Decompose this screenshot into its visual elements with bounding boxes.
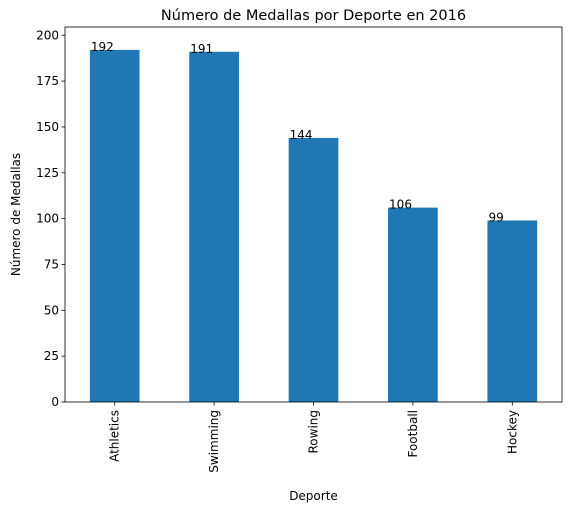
chart-title: Número de Medallas por Deporte en 2016 [161,8,466,24]
y-tick-label: 0 [51,395,59,409]
x-tick-label-rowing: Rowing [307,410,321,454]
bar-athletics [89,49,140,403]
y-tick-label: 125 [36,166,59,180]
y-tick-label: 200 [36,28,59,42]
bar-hockey [487,220,538,402]
bar-rowing [288,137,339,402]
y-tick-label: 175 [36,74,59,88]
x-tick-label-swimming: Swimming [207,410,221,473]
x-tick-label-football: Football [406,410,420,458]
data-label-hockey: 99 [488,210,503,224]
data-label-rowing: 144 [290,128,313,142]
data-labels: 192 191 144 106 99 [91,40,504,225]
bar-football [388,207,438,402]
data-label-football: 106 [389,198,412,212]
data-label-athletics: 192 [91,40,114,54]
x-tick-label-hockey: Hockey [505,410,519,454]
y-axis-ticks: 0 25 50 75 100 125 150 175 200 [36,28,65,409]
y-tick-label: 25 [44,349,59,363]
x-axis-ticks: Athletics Swimming Rowing Football Hockey [108,402,519,473]
bars [89,49,538,403]
data-label-swimming: 191 [190,42,213,56]
y-tick-label: 50 [44,303,59,317]
y-tick-label: 100 [36,212,59,226]
axes-frame [64,26,563,403]
y-tick-label: 75 [44,257,59,271]
x-axis-label: Deporte [289,489,338,503]
bar-swimming [189,51,239,403]
x-tick-label-athletics: Athletics [108,410,122,462]
y-tick-label: 150 [36,120,59,134]
y-axis-label: Número de Medallas [9,153,23,276]
